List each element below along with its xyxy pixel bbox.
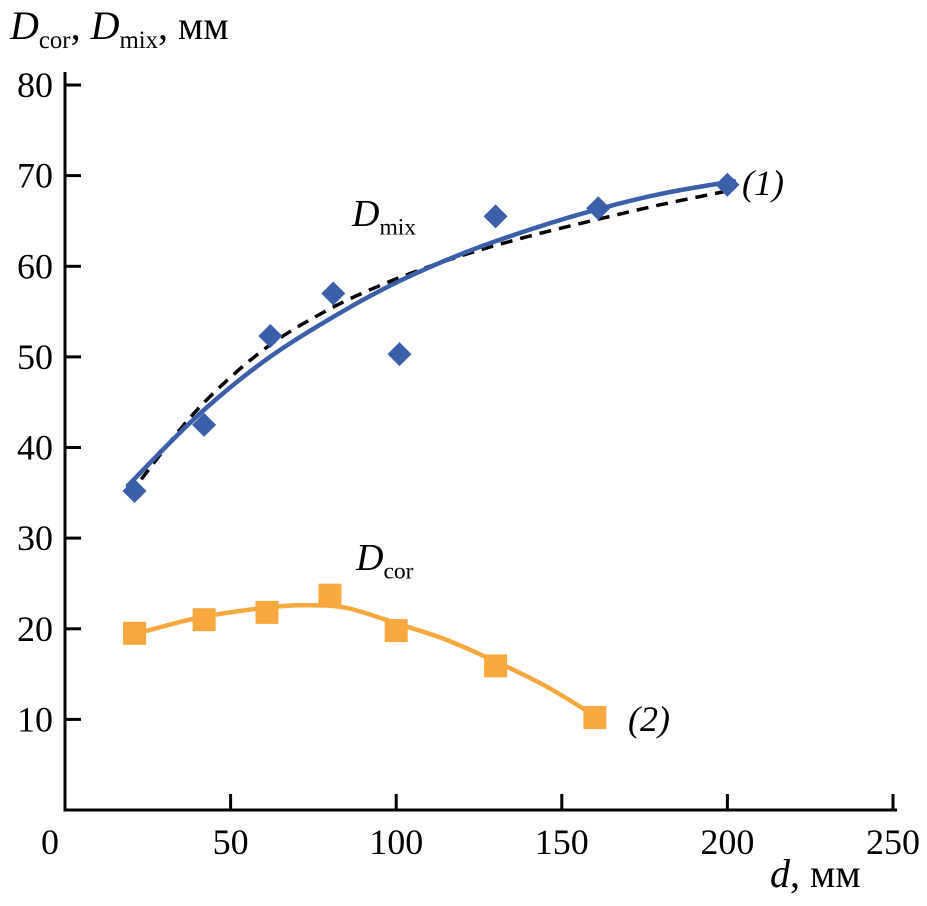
- data-point-square: [484, 654, 508, 678]
- x-tick-label: 200: [700, 822, 754, 862]
- fit-curve-dashed: [139, 189, 728, 481]
- dcor-label-sub: cor: [383, 558, 414, 585]
- y-title-var2: D: [90, 3, 120, 48]
- y-tick-label: 80: [17, 65, 53, 105]
- x-axis-title: d, мм: [770, 850, 861, 897]
- x-tick-label: 100: [369, 822, 423, 862]
- data-point-square: [583, 706, 607, 730]
- x-tick-label: 0: [41, 822, 59, 862]
- y-tick-label: 60: [17, 246, 53, 286]
- y-tick-label: 30: [17, 518, 53, 558]
- dcor-label-var: D: [356, 537, 384, 579]
- y-tick-label: 40: [17, 428, 53, 468]
- y-axis-title: Dcor, Dmix, мм: [10, 2, 229, 55]
- data-point-square: [192, 608, 216, 632]
- markers-dcor: [123, 583, 607, 730]
- markers-dmix: [122, 172, 740, 503]
- data-point-diamond: [483, 204, 508, 229]
- axes: [63, 72, 897, 812]
- y-title-unit: , мм: [158, 3, 229, 48]
- x-title-unit: , мм: [790, 851, 861, 896]
- data-point-diamond: [321, 281, 346, 306]
- x-tick-label: 50: [213, 822, 249, 862]
- series-dcor-label: Dcor: [356, 536, 414, 586]
- data-point-diamond: [586, 196, 611, 221]
- series-dmix-label: Dmix: [352, 192, 416, 242]
- y-tick-label: 20: [17, 609, 53, 649]
- y-tick-label: 10: [17, 699, 53, 739]
- data-point-diamond: [122, 479, 147, 503]
- y-title-sub2: mix: [119, 27, 159, 54]
- fit-curve-dmix: [125, 178, 737, 488]
- data-point-diamond: [715, 172, 740, 197]
- y-title-comma: ,: [70, 3, 91, 48]
- fit-curve-dcor: [128, 602, 598, 719]
- data-point-diamond: [192, 412, 217, 437]
- data-point-square: [384, 619, 408, 643]
- data-point-diamond: [258, 324, 283, 349]
- y-tick-label: 50: [17, 337, 53, 377]
- data-point-square: [123, 621, 147, 645]
- curve-1-tag: (1): [742, 163, 784, 203]
- x-title-var: d: [770, 851, 790, 896]
- data-point-square: [255, 600, 279, 624]
- data-point-square: [318, 583, 342, 607]
- y-title-var1: D: [10, 3, 39, 48]
- dmix-label-sub: mix: [379, 214, 417, 241]
- x-axis-ticks: 0 50 100 150 200 250: [41, 794, 920, 862]
- dmix-label-var: D: [352, 193, 380, 235]
- y-title-sub1: cor: [38, 27, 71, 54]
- x-tick-label: 150: [535, 822, 589, 862]
- x-tick-label: 250: [866, 822, 920, 862]
- y-tick-label: 70: [17, 156, 53, 196]
- data-point-diamond: [387, 342, 412, 367]
- curve-2-tag: (2): [628, 699, 670, 739]
- y-axis-ticks: 10 20 30 40 50 60 70 80: [17, 65, 81, 739]
